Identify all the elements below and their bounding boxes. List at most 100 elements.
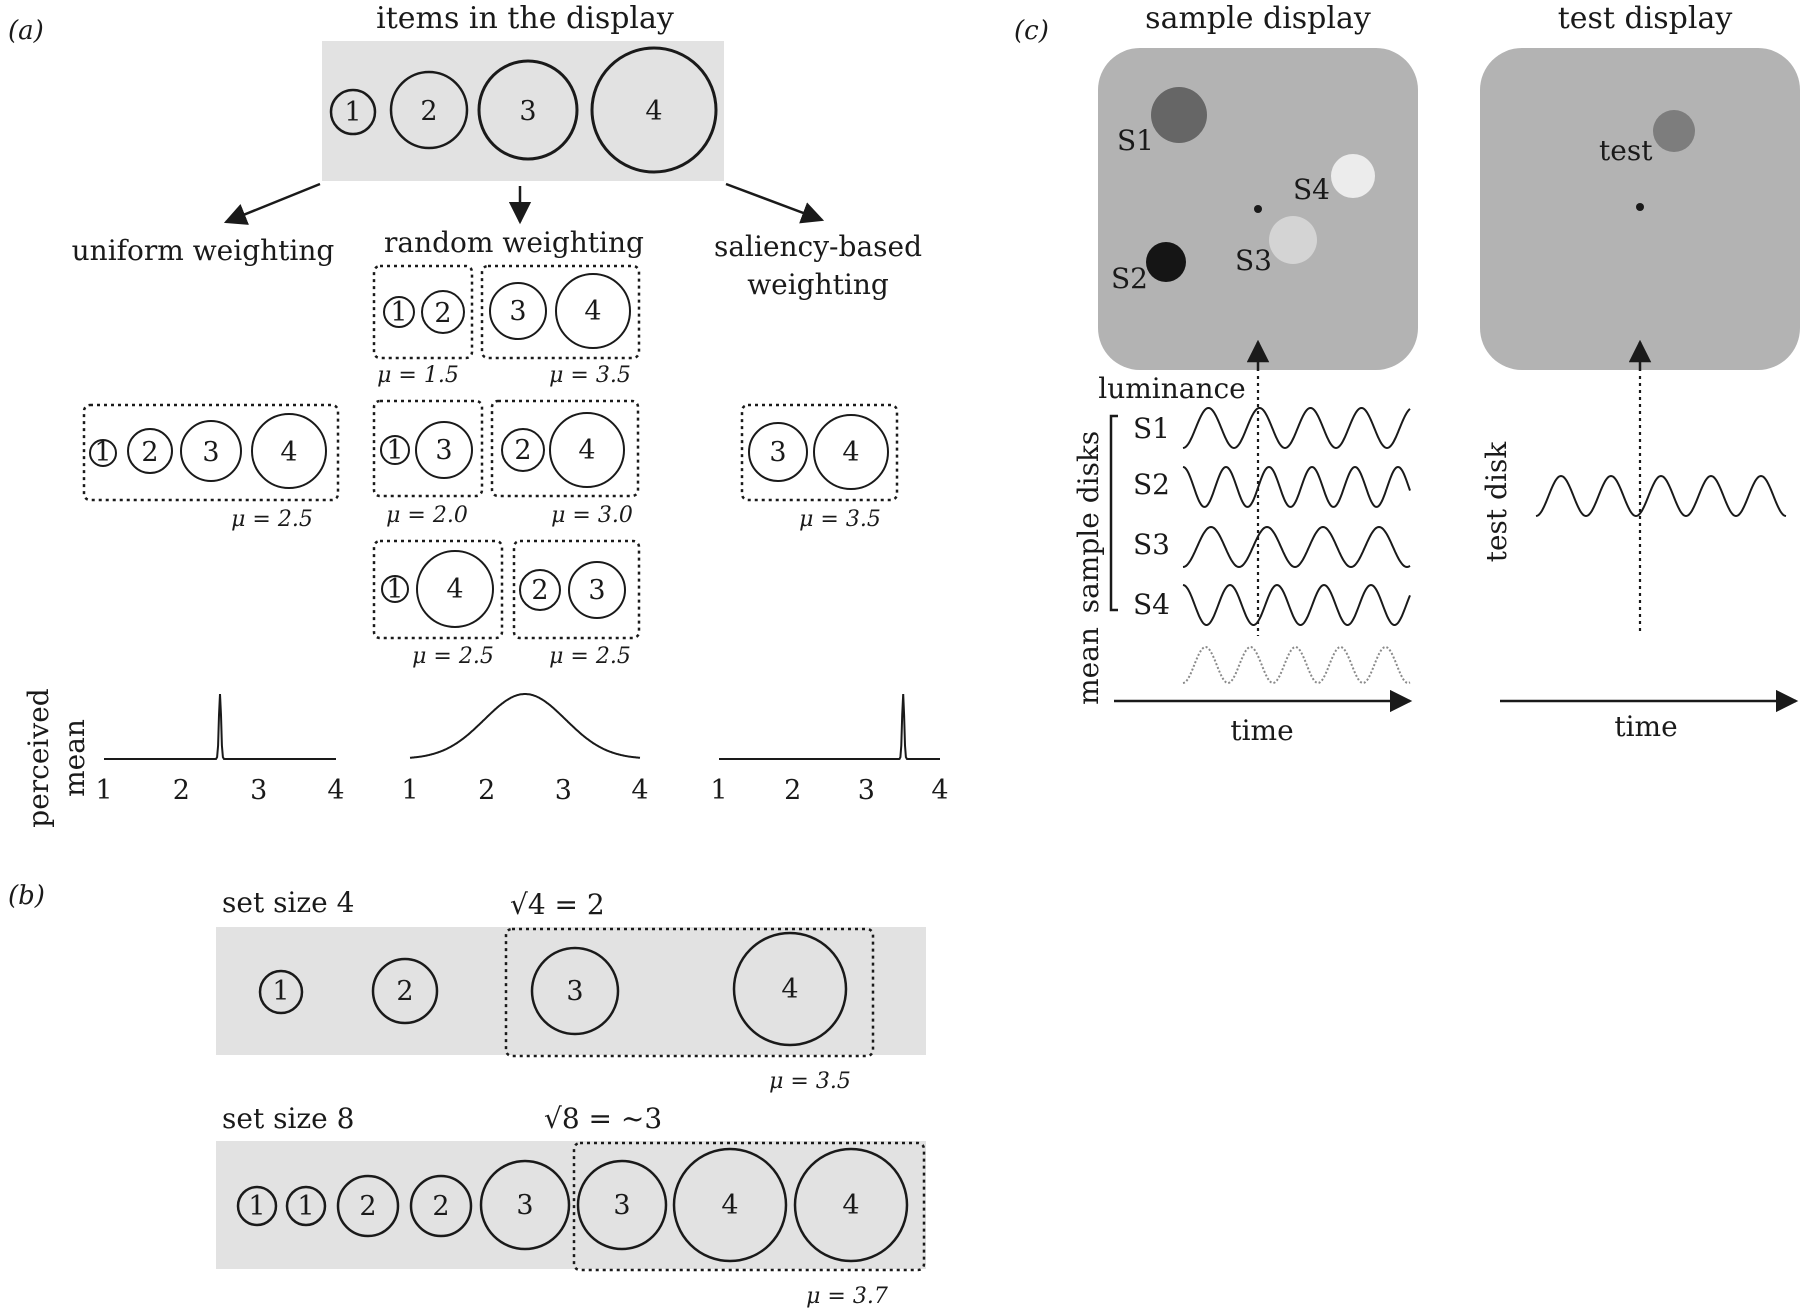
sample-disk-s2 [1146, 242, 1186, 282]
item-circle-1 [329, 88, 377, 136]
random-dist-tick-1: 1 [401, 775, 418, 806]
random-dist-tick-3: 3 [555, 775, 572, 806]
panel-a-label: (a) [8, 16, 44, 46]
uniform-item-2: 2 [141, 437, 158, 468]
random-pair-6-item-a: 2 [531, 575, 548, 606]
set8-item-8: 4 [842, 1190, 859, 1221]
disk-label-s4: S4 [1293, 173, 1330, 206]
uniform-distribution-plot: 1 2 3 4 [95, 693, 345, 806]
set-size-4-row: 1 2 3 4 [216, 927, 926, 1058]
luminance-waves [1182, 407, 1787, 685]
uniform-mu: μ = 2.5 [231, 507, 313, 532]
sample-disk-s4 [1331, 154, 1375, 198]
item-circle-3 [477, 59, 579, 161]
saliency-dist-tick-4: 4 [931, 775, 948, 806]
random-pair-3-mu: μ = 2.0 [386, 503, 468, 528]
random-pair-4-item-a: 2 [514, 435, 531, 466]
saliency-dist-tick-2: 2 [784, 775, 801, 806]
wave-label-s1: S1 [1133, 412, 1170, 445]
set8-item-5: 3 [516, 1190, 533, 1221]
wave-s3 [1182, 525, 1411, 569]
sample-display: S1 S2 S3 S4 [1098, 48, 1418, 370]
wave-s2 [1182, 465, 1411, 508]
uniform-dist-tick-4: 4 [327, 775, 344, 806]
test-disk [1653, 110, 1695, 152]
wave-test [1535, 474, 1787, 518]
saliency-dist-curve [719, 693, 940, 760]
test-display: test [1480, 48, 1800, 370]
uniform-dist-tick-1: 1 [95, 775, 112, 806]
saliency-weighting-title-line1: saliency-based [714, 230, 922, 263]
item-label-2: 2 [420, 96, 437, 127]
set-size-8-mu: μ = 3.7 [806, 1284, 888, 1309]
random-pair-3-item-a: 1 [386, 435, 403, 466]
set8-item-2: 1 [297, 1191, 314, 1222]
set4-item-4: 4 [781, 974, 798, 1005]
test-fixation-dot [1636, 203, 1644, 211]
uniform-item-1: 1 [94, 437, 111, 468]
random-dist-curve [409, 693, 641, 759]
arrow-to-uniform [223, 182, 321, 225]
random-pair-5: 1 4 [372, 539, 504, 640]
saliency-item-a: 3 [769, 437, 786, 468]
random-dist-tick-4: 4 [631, 775, 648, 806]
test-disk-label: test [1599, 134, 1653, 167]
uniform-item-4: 4 [280, 437, 297, 468]
mean-label: mean [1072, 627, 1105, 705]
perceived-mean-label-line2: mean [58, 719, 91, 797]
uniform-item-3: 3 [202, 437, 219, 468]
set4-item-3: 3 [566, 976, 583, 1007]
set8-item-6: 3 [613, 1190, 630, 1221]
saliency-weighting-title-line2: weighting [747, 268, 889, 301]
sample-time-label: time [1230, 714, 1293, 747]
panel-c-label: (c) [1014, 16, 1049, 46]
wave-label-s2: S2 [1133, 468, 1170, 501]
items-display-title: items in the display [376, 1, 674, 36]
random-pair-6-mu: μ = 2.5 [549, 644, 631, 669]
test-display-title: test display [1558, 1, 1733, 36]
sample-disk-s1 [1151, 87, 1207, 143]
item-circle-4 [590, 46, 718, 174]
set8-item-7: 4 [721, 1190, 738, 1221]
random-pair-2-item-b: 4 [584, 296, 601, 327]
uniform-dist-tick-2: 2 [173, 775, 190, 806]
disk-label-s2: S2 [1111, 262, 1148, 295]
random-pair-5-item-a: 1 [386, 574, 403, 605]
set-size-8-formula: √8 = ~3 [544, 1102, 662, 1135]
item-label-1: 1 [344, 97, 361, 128]
saliency-distribution-plot: 1 2 3 4 [710, 693, 949, 806]
set8-item-4: 2 [432, 1191, 449, 1222]
uniform-group: 1 2 3 4 [82, 403, 340, 502]
set-size-8-title: set size 8 [222, 1102, 354, 1135]
set-size-4-formula: √4 = 2 [510, 888, 605, 921]
set8-item-1: 1 [248, 1191, 265, 1222]
item-circle-2 [389, 70, 469, 150]
random-dist-tick-2: 2 [478, 775, 495, 806]
disk-label-s3: S3 [1235, 244, 1272, 277]
set8-item-3: 2 [359, 1191, 376, 1222]
disk-label-s1: S1 [1117, 124, 1154, 157]
random-pair-3: 1 3 [372, 399, 484, 498]
random-weighting-title: random weighting [384, 226, 644, 259]
perceived-mean-label-line1: perceived [22, 688, 55, 827]
sample-disk-s3 [1269, 216, 1317, 264]
wave-label-s3: S3 [1133, 528, 1170, 561]
fixation-dot [1254, 205, 1262, 213]
arrow-to-saliency [725, 182, 825, 224]
set4-item-1: 1 [272, 976, 289, 1007]
random-pair-1-item-a: 1 [390, 297, 407, 328]
items-display-box: 1 2 3 4 [322, 41, 724, 181]
random-pair-6-item-b: 3 [588, 575, 605, 606]
sample-disks-bracket [1109, 414, 1118, 612]
random-pair-6: 2 3 [512, 539, 641, 640]
uniform-dist-tick-3: 3 [250, 775, 267, 806]
wave-mean [1182, 646, 1411, 685]
saliency-dist-tick-1: 1 [710, 775, 727, 806]
random-pair-5-item-b: 4 [446, 574, 463, 605]
test-disk-axis-label: test disk [1480, 441, 1513, 563]
sample-display-title: sample display [1145, 1, 1371, 36]
uniform-dist-curve [104, 693, 336, 760]
random-pair-2: 3 4 [480, 264, 641, 360]
random-distribution-plot: 1 2 3 4 [401, 693, 649, 806]
